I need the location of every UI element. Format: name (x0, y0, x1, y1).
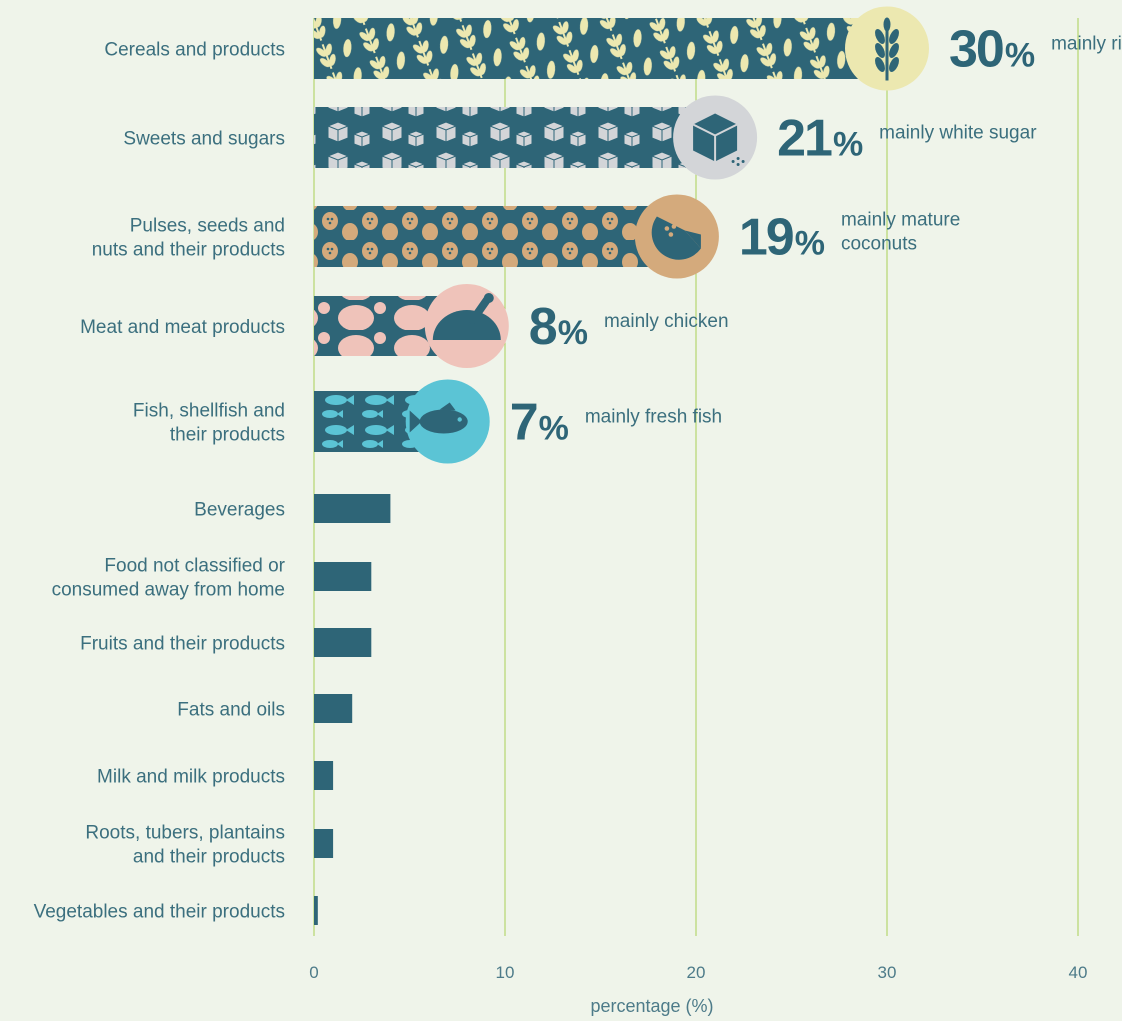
x-tick-label: 0 (309, 963, 318, 982)
category-label: Pulses, seeds and (130, 216, 285, 237)
category-label: Cereals and products (104, 40, 285, 61)
bar (314, 628, 372, 657)
bar (314, 896, 318, 925)
value-label: 8 (529, 298, 557, 356)
annotation: mainly chicken (604, 311, 729, 332)
category-label: Fruits and their products (80, 634, 285, 655)
bar (314, 562, 372, 591)
category-label: and their products (133, 847, 285, 868)
x-axis-title: percentage (%) (590, 996, 713, 1016)
category-label: nuts and their products (92, 240, 285, 261)
bar (314, 694, 353, 723)
category-label: Fish, shellfish and (133, 401, 285, 422)
bar (314, 107, 716, 168)
value-label: 21 (777, 110, 832, 168)
x-tick-label: 40 (1069, 963, 1088, 982)
value-label: 30 (949, 21, 1003, 79)
category-label: Milk and milk products (97, 767, 285, 788)
category-label: their products (170, 425, 285, 446)
category-label: Food not classified or (104, 556, 285, 577)
x-tick-label: 10 (496, 963, 515, 982)
percent-sign: % (539, 410, 569, 448)
annotation: coconuts (841, 234, 917, 255)
category-label: Vegetables and their products (34, 902, 285, 923)
bar (314, 829, 334, 858)
annotation: mainly white sugar (879, 123, 1037, 144)
bar (314, 206, 677, 267)
category-label: Beverages (194, 500, 285, 521)
x-tick-label: 20 (687, 963, 706, 982)
percent-sign: % (795, 225, 825, 263)
percent-sign: % (558, 314, 588, 352)
category-label: Sweets and sugars (123, 129, 285, 150)
category-label: consumed away from home (52, 580, 285, 601)
percent-sign: % (1005, 37, 1035, 75)
category-label: Fats and oils (177, 700, 285, 721)
bar (314, 18, 887, 79)
percent-sign: % (833, 126, 863, 164)
value-label: 7 (510, 394, 537, 452)
bar (314, 761, 334, 790)
annotation: mainly rice (1051, 34, 1122, 55)
x-tick-label: 30 (878, 963, 897, 982)
annotation: mainly mature (841, 210, 960, 231)
bar (314, 494, 391, 523)
category-label: Roots, tubers, plantains (85, 823, 285, 844)
category-label: Meat and meat products (80, 317, 285, 338)
annotation: mainly fresh fish (585, 407, 722, 428)
value-label: 19 (739, 209, 793, 267)
